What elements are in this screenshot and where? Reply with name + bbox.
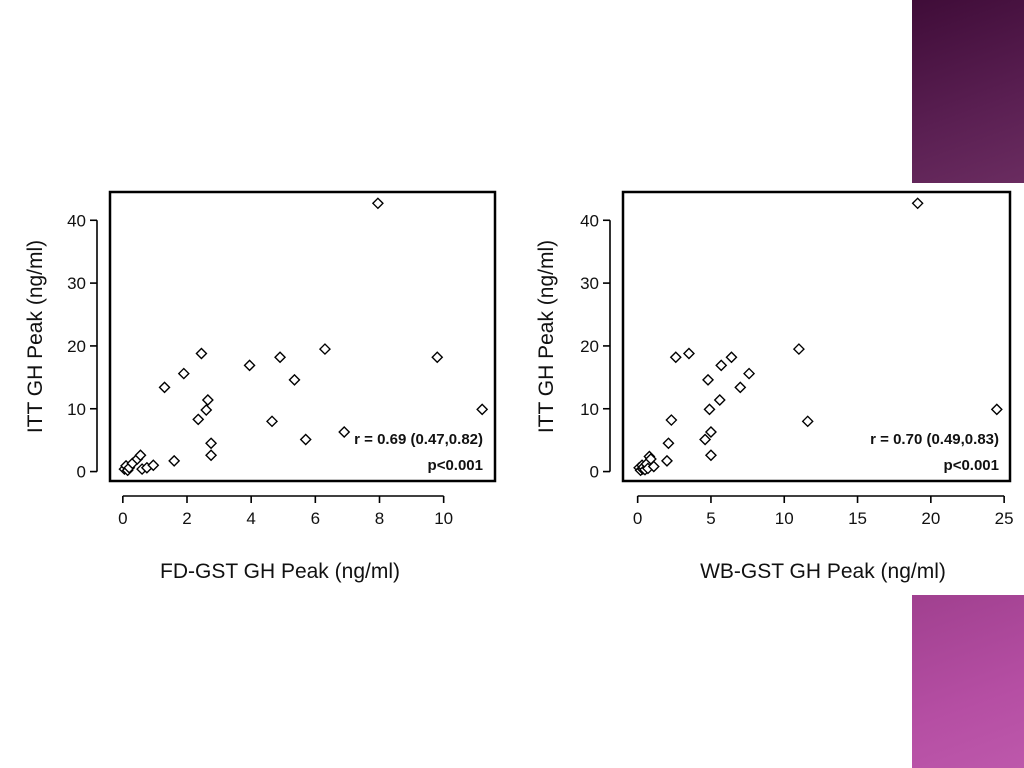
- x-tick-label: 10: [775, 509, 794, 528]
- y-tick-label: 40: [580, 211, 599, 230]
- data-point: [200, 404, 213, 416]
- data-point: [703, 403, 716, 416]
- y-axis-label: ITT GH Peak (ng/ml): [535, 240, 558, 433]
- plot-frame: [108, 190, 497, 483]
- x-tick-label: 20: [921, 509, 940, 528]
- x-tick-label: 5: [706, 509, 715, 528]
- data-point: [134, 449, 147, 462]
- plot-frame: [621, 190, 1012, 483]
- data-point: [792, 343, 805, 356]
- y-tick-label: 20: [67, 337, 86, 356]
- data-point: [147, 459, 160, 472]
- x-tick-label: 0: [633, 509, 642, 528]
- data-point: [431, 351, 444, 364]
- data-point: [665, 414, 678, 427]
- y-axis-label: ITT GH Peak (ng/ml): [24, 240, 47, 433]
- data-point: [168, 454, 181, 467]
- x-tick-label: 8: [375, 509, 384, 528]
- x-tick-label: 0: [118, 509, 127, 528]
- p-value-annotation: p<0.001: [428, 457, 483, 474]
- data-point: [911, 197, 924, 210]
- data-point: [669, 351, 682, 364]
- data-point: [158, 381, 171, 394]
- y-tick-label: 40: [67, 211, 86, 230]
- data-point: [662, 437, 675, 450]
- x-axis-label: WB-GST GH Peak (ng/ml): [700, 560, 946, 583]
- data-point: [288, 373, 301, 386]
- data-point: [801, 415, 814, 428]
- data-point: [266, 415, 279, 428]
- data-point: [192, 413, 205, 426]
- data-point: [318, 343, 331, 356]
- data-point: [205, 449, 218, 462]
- data-point: [990, 403, 1003, 416]
- data-point: [476, 403, 489, 416]
- data-point: [704, 426, 717, 438]
- data-point: [371, 197, 384, 210]
- data-point: [660, 454, 673, 467]
- data-point: [743, 367, 756, 380]
- y-tick-label: 20: [580, 337, 599, 356]
- data-point: [682, 347, 695, 360]
- data-point: [704, 449, 717, 462]
- y-tick-label: 0: [590, 463, 599, 482]
- data-point: [725, 351, 738, 364]
- y-tick-label: 30: [580, 274, 599, 293]
- data-point: [299, 433, 312, 446]
- x-tick-label: 25: [995, 509, 1014, 528]
- data-point: [195, 347, 208, 360]
- correlation-annotation: r = 0.69 (0.47,0.82): [354, 431, 483, 448]
- y-tick-label: 10: [580, 400, 599, 419]
- x-tick-label: 2: [182, 509, 191, 528]
- data-point: [205, 437, 218, 450]
- data-point: [201, 393, 214, 406]
- y-tick-label: 30: [67, 274, 86, 293]
- x-tick-label: 10: [434, 509, 453, 528]
- data-point: [699, 433, 712, 446]
- x-tick-label: 6: [311, 509, 320, 528]
- data-point: [274, 351, 287, 364]
- data-point: [243, 359, 256, 372]
- data-point: [647, 460, 660, 473]
- p-value-annotation: p<0.001: [944, 457, 999, 474]
- y-tick-label: 0: [77, 463, 86, 482]
- decorative-accent-top: [912, 0, 1024, 183]
- decorative-accent-bottom: [912, 595, 1024, 768]
- x-tick-label: 4: [246, 509, 255, 528]
- data-point: [734, 381, 747, 394]
- data-point: [715, 359, 728, 372]
- y-tick-label: 10: [67, 400, 86, 419]
- data-point: [338, 426, 351, 438]
- data-point: [713, 393, 726, 406]
- correlation-annotation: r = 0.70 (0.49,0.83): [870, 431, 999, 448]
- data-point: [177, 367, 190, 380]
- x-tick-label: 15: [848, 509, 867, 528]
- x-axis-label: FD-GST GH Peak (ng/ml): [160, 560, 400, 583]
- data-point: [702, 373, 715, 386]
